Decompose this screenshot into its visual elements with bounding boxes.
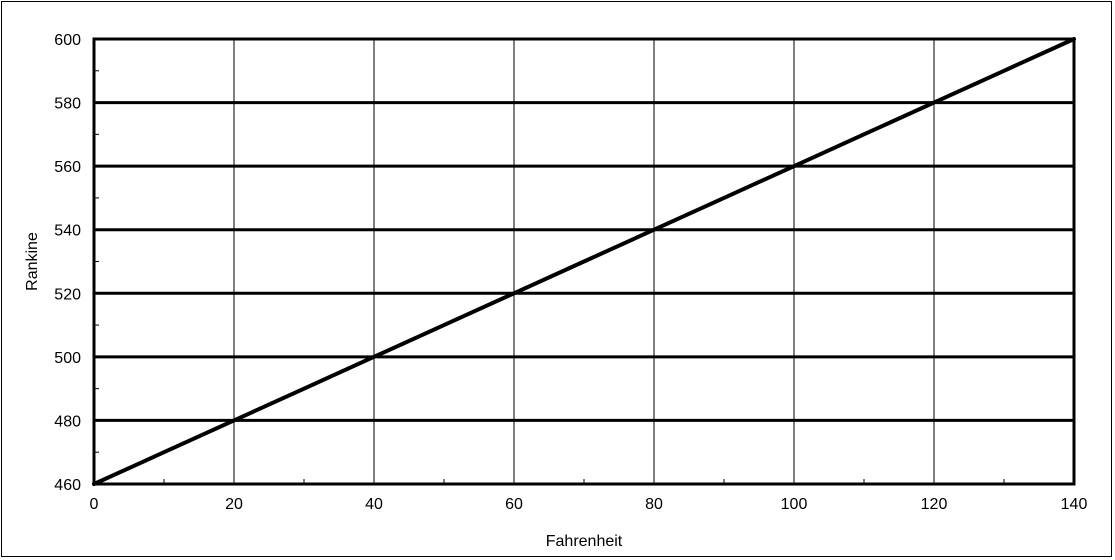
x-axis-title: Fahrenheit [546,533,623,550]
x-tick-label: 140 [1061,496,1088,513]
y-tick-label: 580 [54,96,81,113]
y-tick-label: 460 [54,477,81,494]
y-tick-label: 520 [54,286,81,303]
x-tick-label: 120 [921,496,948,513]
y-tick-label: 480 [54,413,81,430]
x-tick-label: 0 [90,496,99,513]
x-tick-label: 100 [781,496,808,513]
vertical-gridlines [233,39,935,484]
series-group [92,37,1076,486]
x-tick-labels: 0 20 40 60 80 100 120 140 [90,496,1088,513]
series-line-0 [92,37,1076,486]
x-tick-label: 60 [505,496,523,513]
horizontal-gridlines [94,101,1074,422]
x-tick-label: 40 [365,496,383,513]
y-tick-labels: 460 480 500 520 540 560 580 600 [54,32,81,494]
y-tick-label: 560 [54,159,81,176]
y-tick-label: 500 [54,350,81,367]
x-tick-label: 20 [225,496,243,513]
x-tick-label: 80 [645,496,663,513]
y-tick-label: 600 [54,32,81,49]
y-tick-label: 540 [54,223,81,240]
plot-area [92,37,1076,486]
y-axis-title: Rankine [24,232,41,291]
